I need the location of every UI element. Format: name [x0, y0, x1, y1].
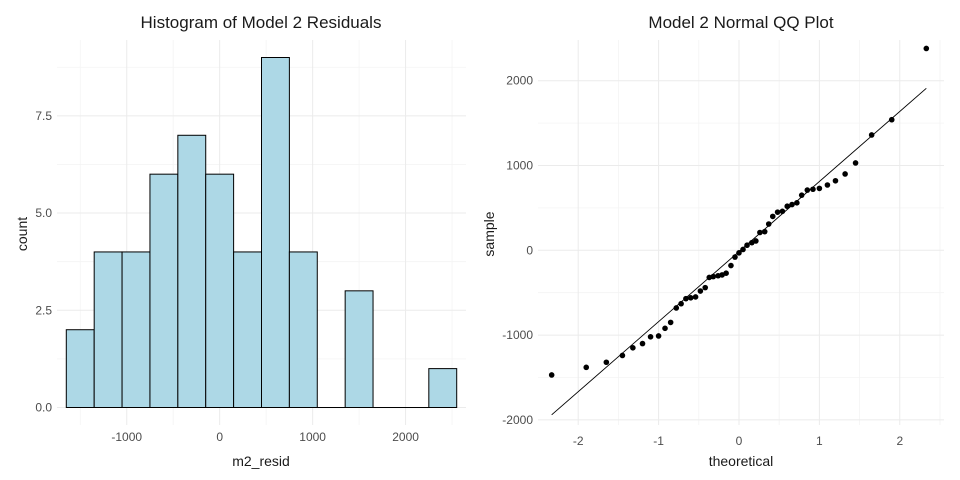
qq-point — [619, 352, 626, 359]
y-tick-label: 5.0 — [35, 206, 52, 220]
qq-point — [744, 242, 750, 249]
y-tick-label: 2.5 — [35, 303, 52, 317]
qq-point — [824, 182, 831, 188]
qq-point — [868, 132, 875, 138]
qq-plot-title: Model 2 Normal QQ Plot — [648, 13, 833, 32]
qq-point — [757, 229, 763, 236]
qq-point — [603, 359, 610, 366]
qq-point — [583, 364, 590, 371]
x-tick-label: -1 — [653, 434, 664, 448]
histogram-bar — [149, 173, 179, 408]
qq-point — [769, 213, 776, 220]
qq-point — [842, 171, 848, 177]
qq-point — [779, 208, 786, 215]
histogram-bar — [65, 329, 95, 409]
x-tick-label: 2 — [896, 434, 903, 448]
histogram-x-tick-labels: -1000 0 1000 2000 — [111, 430, 419, 444]
x-tick-label: -2 — [573, 434, 584, 448]
histogram-bar — [177, 134, 207, 408]
histogram-bar — [205, 173, 235, 408]
x-tick-label: 0 — [216, 430, 223, 444]
histogram-bar — [288, 251, 318, 408]
qq-point — [723, 270, 729, 277]
qq-point — [673, 305, 680, 311]
qq-point — [736, 250, 742, 256]
qq-point — [697, 288, 704, 294]
x-tick-label: 1000 — [299, 430, 326, 444]
qq-point — [789, 201, 795, 208]
qq-point — [816, 185, 823, 192]
x-tick-label: 2000 — [392, 430, 419, 444]
qq-point — [683, 295, 689, 302]
histogram-y-tick-labels: 0.0 2.5 5.0 7.5 — [35, 109, 52, 415]
qq-point — [687, 294, 694, 301]
histogram-bars — [65, 57, 458, 409]
y-tick-label: 1000 — [506, 159, 533, 173]
x-tick-label: 1 — [816, 434, 823, 448]
histogram-bar — [344, 290, 374, 409]
qq-point — [639, 340, 646, 347]
histogram-title: Histogram of Model 2 Residuals — [141, 13, 382, 32]
qq-point — [630, 345, 636, 351]
qq-point — [692, 294, 699, 300]
qq-point — [710, 273, 717, 280]
qq-point — [810, 186, 816, 193]
histogram-bar — [121, 251, 151, 408]
qq-point — [678, 300, 684, 307]
qq-point — [655, 333, 662, 339]
qq-y-axis-label: sample — [481, 211, 497, 256]
y-tick-label: 2000 — [506, 74, 533, 88]
qq-point — [761, 228, 768, 235]
histogram-bar — [428, 368, 458, 409]
qq-point — [888, 116, 895, 123]
qq-x-tick-labels: -2 -1 0 1 2 — [573, 434, 904, 448]
qq-point — [798, 192, 805, 198]
qq-point — [732, 254, 738, 260]
y-tick-label: -2000 — [502, 413, 533, 427]
qq-point — [923, 45, 930, 52]
histogram-x-axis-label: m2_resid — [232, 453, 290, 469]
x-tick-label: -1000 — [111, 430, 142, 444]
qq-plot-grid — [538, 40, 944, 425]
y-tick-label: 0 — [526, 243, 533, 257]
qq-plot-panel: Model 2 Normal QQ Plot -2000-10000100020… — [481, 13, 944, 469]
histogram-bar — [261, 57, 290, 408]
qq-point — [548, 372, 555, 378]
qq-y-tick-labels: -2000 -1000 0 1000 2000 — [502, 74, 533, 427]
histogram-bar — [233, 251, 262, 408]
qq-point — [794, 200, 800, 206]
qq-point — [647, 334, 654, 340]
histogram-y-axis-label: count — [14, 217, 30, 251]
histogram-panel: Histogram of Model 2 Residuals 0.0 2.5 5.0… — [14, 13, 466, 469]
y-tick-label: -1000 — [502, 328, 533, 342]
qq-point — [753, 238, 759, 244]
qq-point — [667, 319, 674, 326]
qq-x-axis-label: theoretical — [709, 453, 774, 469]
qq-point — [804, 187, 811, 193]
qq-point — [765, 221, 772, 227]
qq-point — [728, 262, 734, 269]
qq-point — [662, 325, 668, 332]
x-tick-label: 0 — [736, 434, 743, 448]
qq-point — [852, 160, 859, 166]
qq-point — [702, 284, 709, 291]
qq-point — [774, 209, 781, 215]
qq-point — [784, 203, 791, 210]
histogram-bar — [93, 251, 123, 408]
qq-point — [832, 177, 839, 184]
qq-points — [548, 45, 930, 378]
y-tick-label: 0.0 — [35, 401, 52, 415]
y-tick-label: 7.5 — [35, 109, 52, 123]
qq-point — [740, 246, 746, 253]
